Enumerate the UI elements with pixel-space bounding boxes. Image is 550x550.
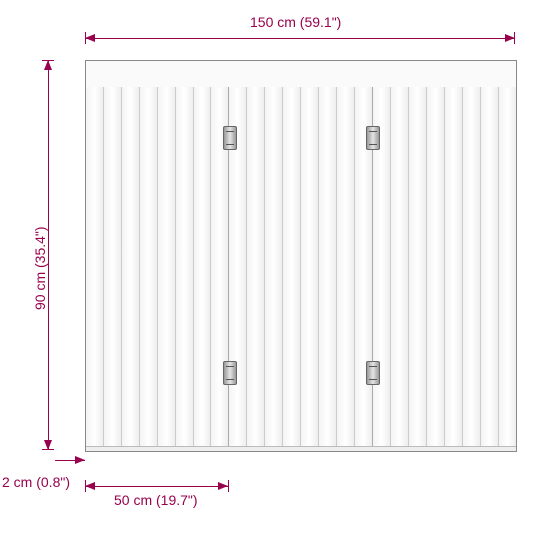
arrow-icon — [85, 34, 95, 42]
dim-line-width — [85, 38, 515, 39]
arrow-icon — [44, 60, 52, 70]
slat — [300, 87, 318, 447]
slat — [103, 87, 121, 447]
slat — [193, 87, 211, 447]
hinge — [223, 361, 237, 385]
hinge — [366, 126, 380, 150]
slat — [444, 87, 462, 447]
bottom-rail — [86, 446, 516, 451]
tick — [85, 32, 86, 44]
dim-label-depth: 2 cm (0.8") — [2, 474, 70, 490]
slat — [139, 87, 157, 447]
slat — [175, 87, 193, 447]
slat — [498, 87, 516, 447]
slat — [264, 87, 282, 447]
slat — [408, 87, 426, 447]
arrow-icon — [85, 482, 95, 490]
tick — [514, 32, 515, 44]
top-rail — [86, 61, 516, 88]
slat — [282, 87, 300, 447]
dim-label-width: 150 cm (59.1") — [250, 14, 341, 30]
tick — [42, 449, 54, 450]
panel-2 — [229, 87, 372, 447]
dim-line-panel-width — [85, 486, 228, 487]
slat — [157, 87, 175, 447]
slat — [318, 87, 336, 447]
product-outline — [85, 60, 517, 452]
slat — [121, 87, 139, 447]
slat — [336, 87, 354, 447]
tick — [42, 60, 54, 61]
slat — [86, 87, 103, 447]
slat — [426, 87, 444, 447]
tick — [85, 480, 86, 492]
dim-line-height — [48, 60, 49, 450]
dim-label-panel-width: 50 cm (19.7") — [114, 492, 198, 508]
panel-3 — [373, 87, 516, 447]
panel-1 — [86, 87, 229, 447]
arrow-icon — [75, 456, 85, 464]
diagram-canvas: 150 cm (59.1") 90 cm (35.4") 50 cm (19.7… — [0, 0, 550, 550]
slat — [390, 87, 408, 447]
hinge — [223, 126, 237, 150]
slat — [462, 87, 480, 447]
arrow-icon — [218, 482, 228, 490]
dim-label-height: 90 cm (35.4") — [32, 226, 48, 310]
tick — [228, 480, 229, 492]
hinge — [366, 361, 380, 385]
slat — [480, 87, 498, 447]
slat — [246, 87, 264, 447]
